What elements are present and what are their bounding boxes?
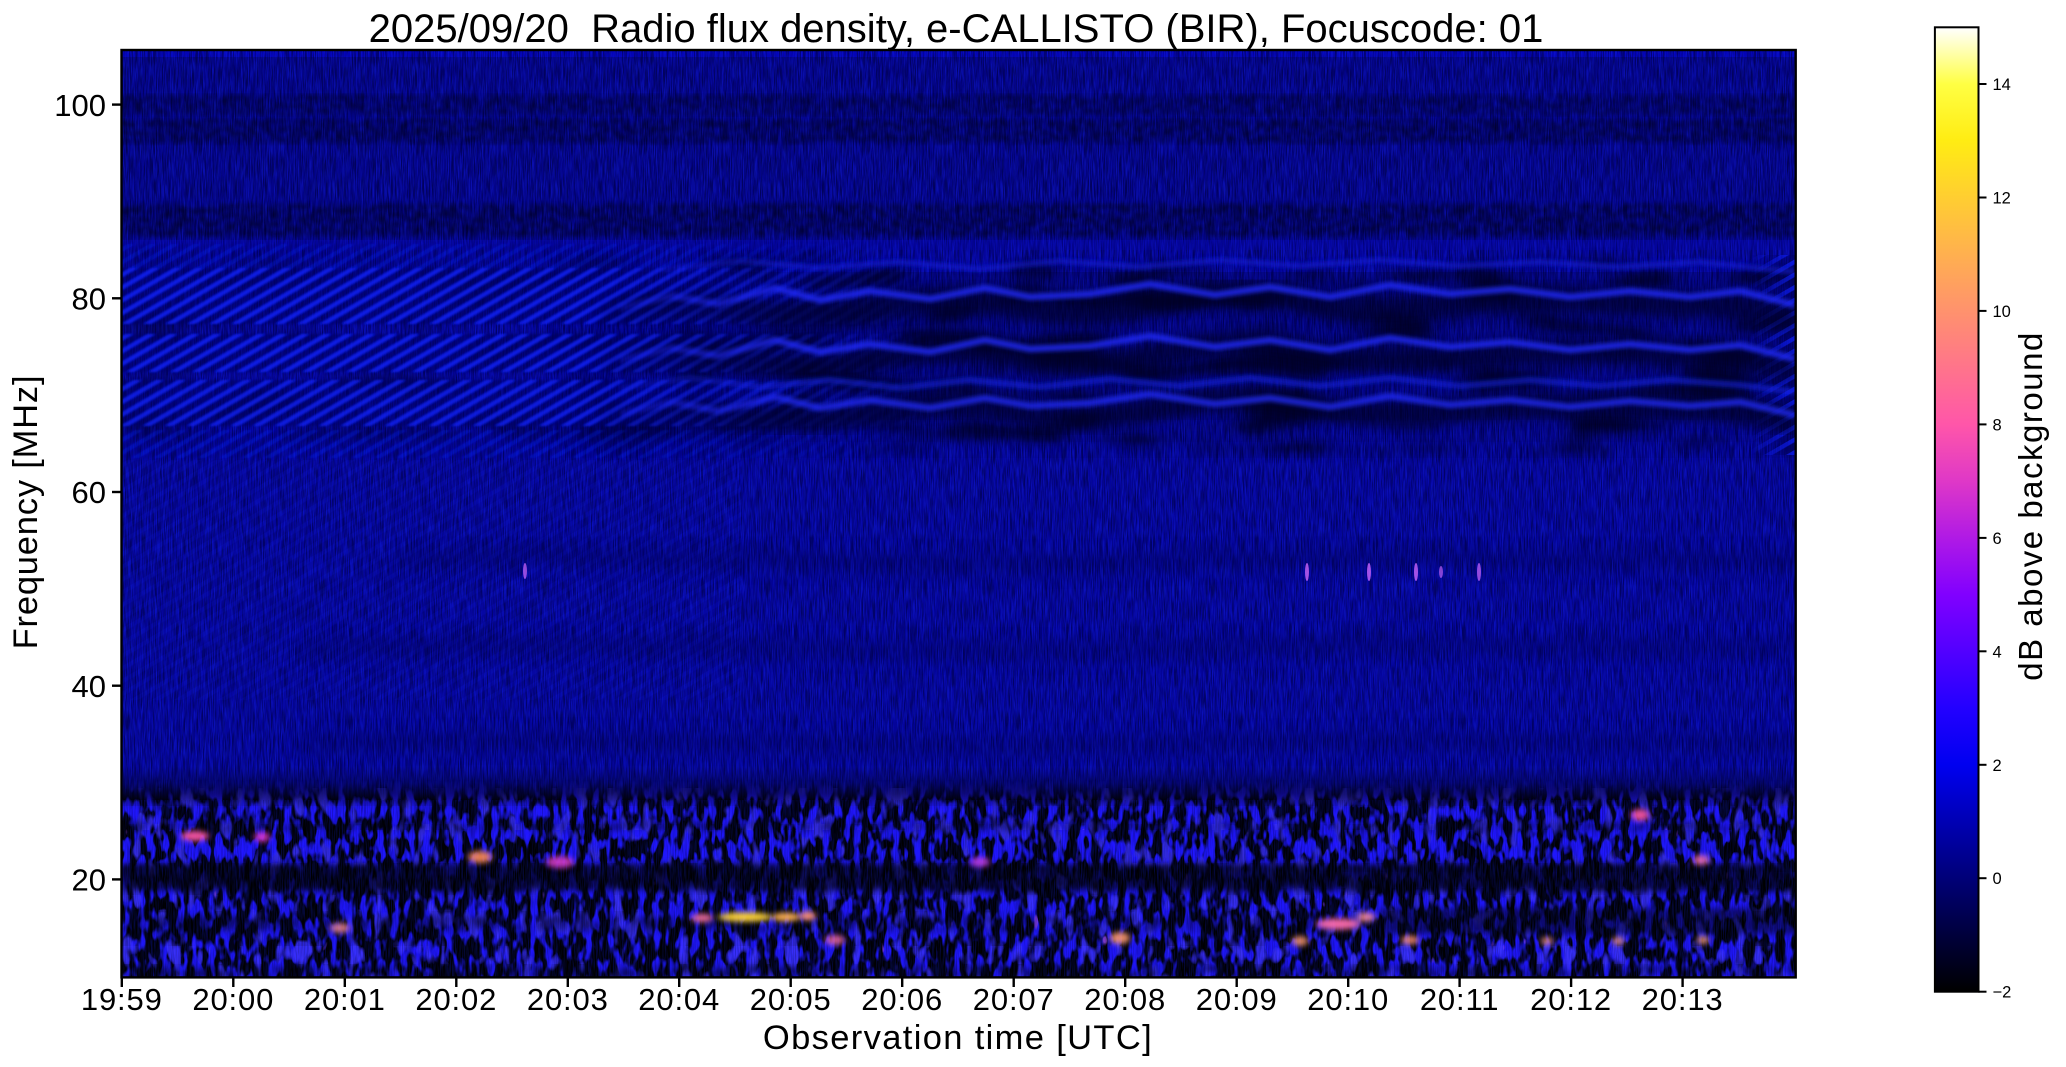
svg-text:20:09: 20:09	[1196, 982, 1278, 1017]
svg-text:2025/09/20 Radio flux density: 2025/09/20 Radio flux density, e-CALLIST…	[369, 7, 1544, 51]
svg-text:0: 0	[1993, 870, 2002, 888]
svg-text:20:07: 20:07	[973, 982, 1055, 1017]
svg-text:100: 100	[54, 88, 106, 123]
svg-text:10: 10	[1993, 303, 2011, 321]
svg-text:20:10: 20:10	[1307, 982, 1389, 1017]
svg-text:80: 80	[72, 282, 106, 317]
svg-text:dB above background: dB above background	[2012, 331, 2049, 681]
svg-text:20:12: 20:12	[1530, 982, 1612, 1017]
svg-text:4: 4	[1993, 643, 2002, 661]
svg-text:−2: −2	[1993, 984, 2012, 1002]
svg-text:40: 40	[72, 669, 106, 704]
svg-text:20:01: 20:01	[304, 982, 386, 1017]
svg-text:20:04: 20:04	[638, 982, 720, 1017]
svg-text:6: 6	[1993, 530, 2002, 548]
svg-text:Frequency [MHz]: Frequency [MHz]	[7, 375, 45, 650]
svg-text:14: 14	[1993, 76, 2011, 94]
svg-text:20:02: 20:02	[415, 982, 497, 1017]
svg-text:20:06: 20:06	[861, 982, 943, 1017]
svg-text:20:03: 20:03	[527, 982, 609, 1017]
svg-text:2: 2	[1993, 757, 2002, 775]
svg-text:19:59: 19:59	[81, 982, 163, 1017]
svg-text:12: 12	[1993, 190, 2011, 208]
svg-text:8: 8	[1993, 416, 2002, 434]
svg-text:20:11: 20:11	[1420, 982, 1500, 1017]
svg-text:20:00: 20:00	[192, 982, 274, 1017]
svg-text:20:05: 20:05	[750, 982, 832, 1017]
svg-text:20:13: 20:13	[1642, 982, 1724, 1017]
svg-text:20:08: 20:08	[1084, 982, 1166, 1017]
svg-text:Observation time [UTC]: Observation time [UTC]	[763, 1019, 1153, 1057]
svg-text:20: 20	[72, 863, 106, 898]
svg-text:60: 60	[72, 475, 106, 510]
